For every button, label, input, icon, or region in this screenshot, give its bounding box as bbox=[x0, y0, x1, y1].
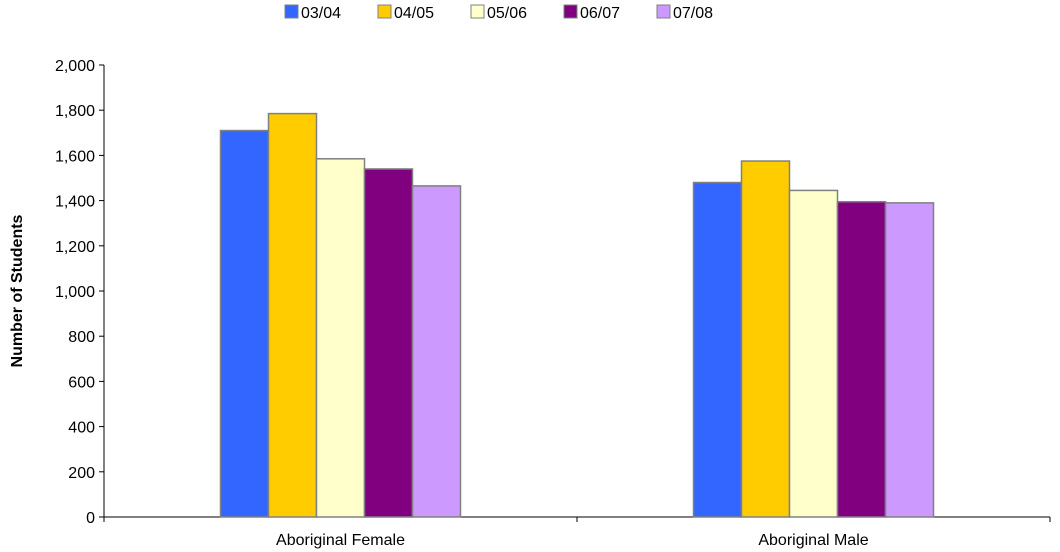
y-tick-label: 1,200 bbox=[55, 239, 95, 256]
y-tick-label: 2,000 bbox=[55, 58, 95, 75]
legend-label: 03/04 bbox=[301, 5, 341, 22]
bar-07-08-aboriginal-male bbox=[884, 202, 935, 518]
bar-07-08-aboriginal-female bbox=[411, 185, 462, 518]
bar-05-06-aboriginal-male bbox=[788, 189, 839, 518]
bar-04-05-aboriginal-female bbox=[267, 112, 318, 518]
bar-03-04-aboriginal-male bbox=[692, 181, 743, 518]
y-axis-title: Number of Students bbox=[9, 214, 26, 367]
y-tick-label: 200 bbox=[68, 465, 95, 482]
legend-swatch bbox=[563, 4, 578, 19]
bar-06-07-aboriginal-male bbox=[836, 200, 887, 518]
y-tick-label: 400 bbox=[68, 420, 95, 437]
y-tick-label: 600 bbox=[68, 374, 95, 391]
y-tick-label: 800 bbox=[68, 329, 95, 346]
x-category-label: Aboriginal Male bbox=[758, 532, 868, 549]
bar-03-04-aboriginal-female bbox=[219, 129, 270, 518]
legend-swatch bbox=[470, 4, 485, 19]
legend-swatch bbox=[656, 4, 671, 19]
bar-06-07-aboriginal-female bbox=[363, 168, 414, 518]
y-tick-label: 1,400 bbox=[55, 194, 95, 211]
legend-label: 06/07 bbox=[580, 5, 620, 22]
legend-swatch bbox=[284, 4, 299, 19]
y-tick-label: 1,600 bbox=[55, 148, 95, 165]
bars bbox=[219, 112, 935, 518]
legend-label: 05/06 bbox=[487, 5, 527, 22]
legend: 03/04 04/05 05/06 06/07 07/08 bbox=[284, 4, 713, 22]
legend-label: 07/08 bbox=[673, 5, 713, 22]
legend-swatch bbox=[377, 4, 392, 19]
x-category-label: Aboriginal Female bbox=[276, 532, 405, 549]
legend-label: 04/05 bbox=[394, 5, 434, 22]
bar-04-05-aboriginal-male bbox=[740, 160, 791, 518]
y-axis: 0 200 400 600 800 1,000 1,200 1,400 1,600 1,800 2,… bbox=[55, 58, 105, 527]
y-tick-label: 1,000 bbox=[55, 284, 95, 301]
y-tick-label: 1,800 bbox=[55, 103, 95, 120]
x-axis: Aboriginal Female Aboriginal Male bbox=[103, 516, 1051, 549]
bar-05-06-aboriginal-female bbox=[315, 158, 366, 518]
y-tick-label: 0 bbox=[86, 510, 95, 527]
